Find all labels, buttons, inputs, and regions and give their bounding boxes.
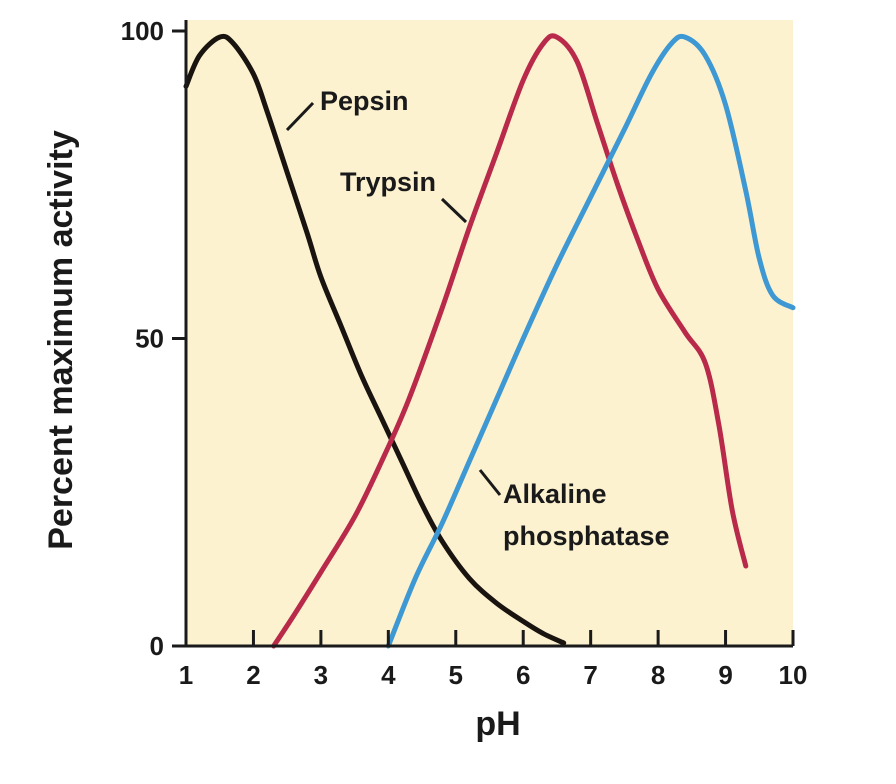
trypsin-leader-line (440, 197, 468, 224)
trypsin-label: Trypsin (340, 167, 436, 197)
pepsin-label: Pepsin (320, 86, 409, 116)
x-tick-label-10: 10 (779, 660, 808, 690)
x-tick-label-6: 6 (516, 660, 530, 690)
y-tick-label-50: 50 (135, 324, 164, 354)
series-line-alkaline-phosphatase (385, 33, 796, 649)
x-tick-label-2: 2 (246, 660, 260, 690)
y-tick-label-100: 100 (121, 16, 164, 46)
y-axis-title: Percent maximum activity (42, 130, 80, 550)
y-tick-label-0: 0 (150, 631, 164, 661)
x-axis-title: pH (475, 705, 520, 743)
alkaline-label-line2: phosphatase (503, 521, 670, 551)
x-tick-label-5: 5 (449, 660, 463, 690)
series-line-pepsin (183, 33, 567, 646)
plot-area (186, 20, 793, 646)
alkaline-leader-line (478, 469, 502, 496)
axes-layer (184, 20, 793, 648)
series-line-trypsin (271, 33, 749, 649)
series-layer (183, 33, 796, 649)
pepsin-leader-line (285, 101, 315, 132)
x-tick-label-9: 9 (718, 660, 732, 690)
x-tick-label-7: 7 (583, 660, 597, 690)
x-tick-label-1: 1 (179, 660, 193, 690)
x-tick-label-3: 3 (314, 660, 328, 690)
x-tick-label-8: 8 (651, 660, 665, 690)
x-tick-label-4: 4 (381, 660, 396, 690)
series-labels: Pepsin Trypsin Alkaline phosphatase (285, 86, 670, 551)
alkaline-label-line1: Alkaline (503, 479, 607, 509)
